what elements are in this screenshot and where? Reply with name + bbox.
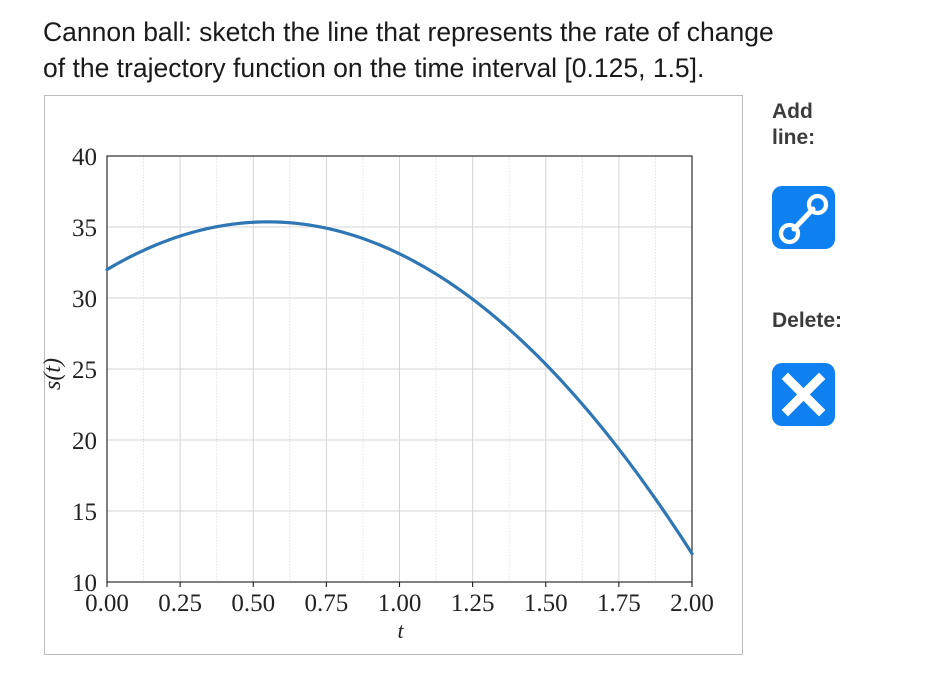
- svg-text:40: 40: [72, 144, 97, 171]
- svg-text:25: 25: [72, 357, 97, 384]
- svg-text:0.50: 0.50: [231, 590, 275, 617]
- svg-text:0.75: 0.75: [305, 590, 349, 617]
- svg-text:0.00: 0.00: [85, 590, 129, 617]
- svg-text:1.25: 1.25: [451, 590, 495, 617]
- svg-text:1.50: 1.50: [524, 590, 568, 617]
- svg-text:0.25: 0.25: [158, 590, 202, 617]
- svg-text:35: 35: [72, 215, 97, 242]
- svg-text:1.00: 1.00: [378, 590, 422, 617]
- svg-text:s(t): s(t): [40, 358, 66, 390]
- svg-text:20: 20: [72, 428, 97, 455]
- svg-text:15: 15: [72, 499, 97, 526]
- svg-text:30: 30: [72, 286, 97, 313]
- svg-text:t: t: [397, 618, 404, 643]
- svg-text:1.75: 1.75: [597, 590, 641, 617]
- svg-text:2.00: 2.00: [670, 590, 714, 617]
